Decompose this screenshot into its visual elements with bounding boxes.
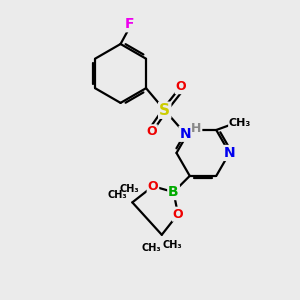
Text: S: S bbox=[159, 103, 170, 118]
Text: CH₃: CH₃ bbox=[142, 243, 161, 253]
Text: CH₃: CH₃ bbox=[162, 240, 182, 250]
Text: O: O bbox=[173, 208, 183, 221]
Text: N: N bbox=[179, 127, 191, 141]
Text: B: B bbox=[168, 185, 179, 199]
Text: O: O bbox=[146, 125, 157, 138]
Text: H: H bbox=[191, 122, 202, 135]
Text: F: F bbox=[124, 17, 134, 31]
Text: N: N bbox=[224, 146, 235, 160]
Text: CH₃: CH₃ bbox=[108, 190, 127, 200]
Text: O: O bbox=[176, 80, 186, 93]
Text: O: O bbox=[148, 180, 158, 193]
Text: CH₃: CH₃ bbox=[120, 184, 139, 194]
Text: CH₃: CH₃ bbox=[229, 118, 251, 128]
